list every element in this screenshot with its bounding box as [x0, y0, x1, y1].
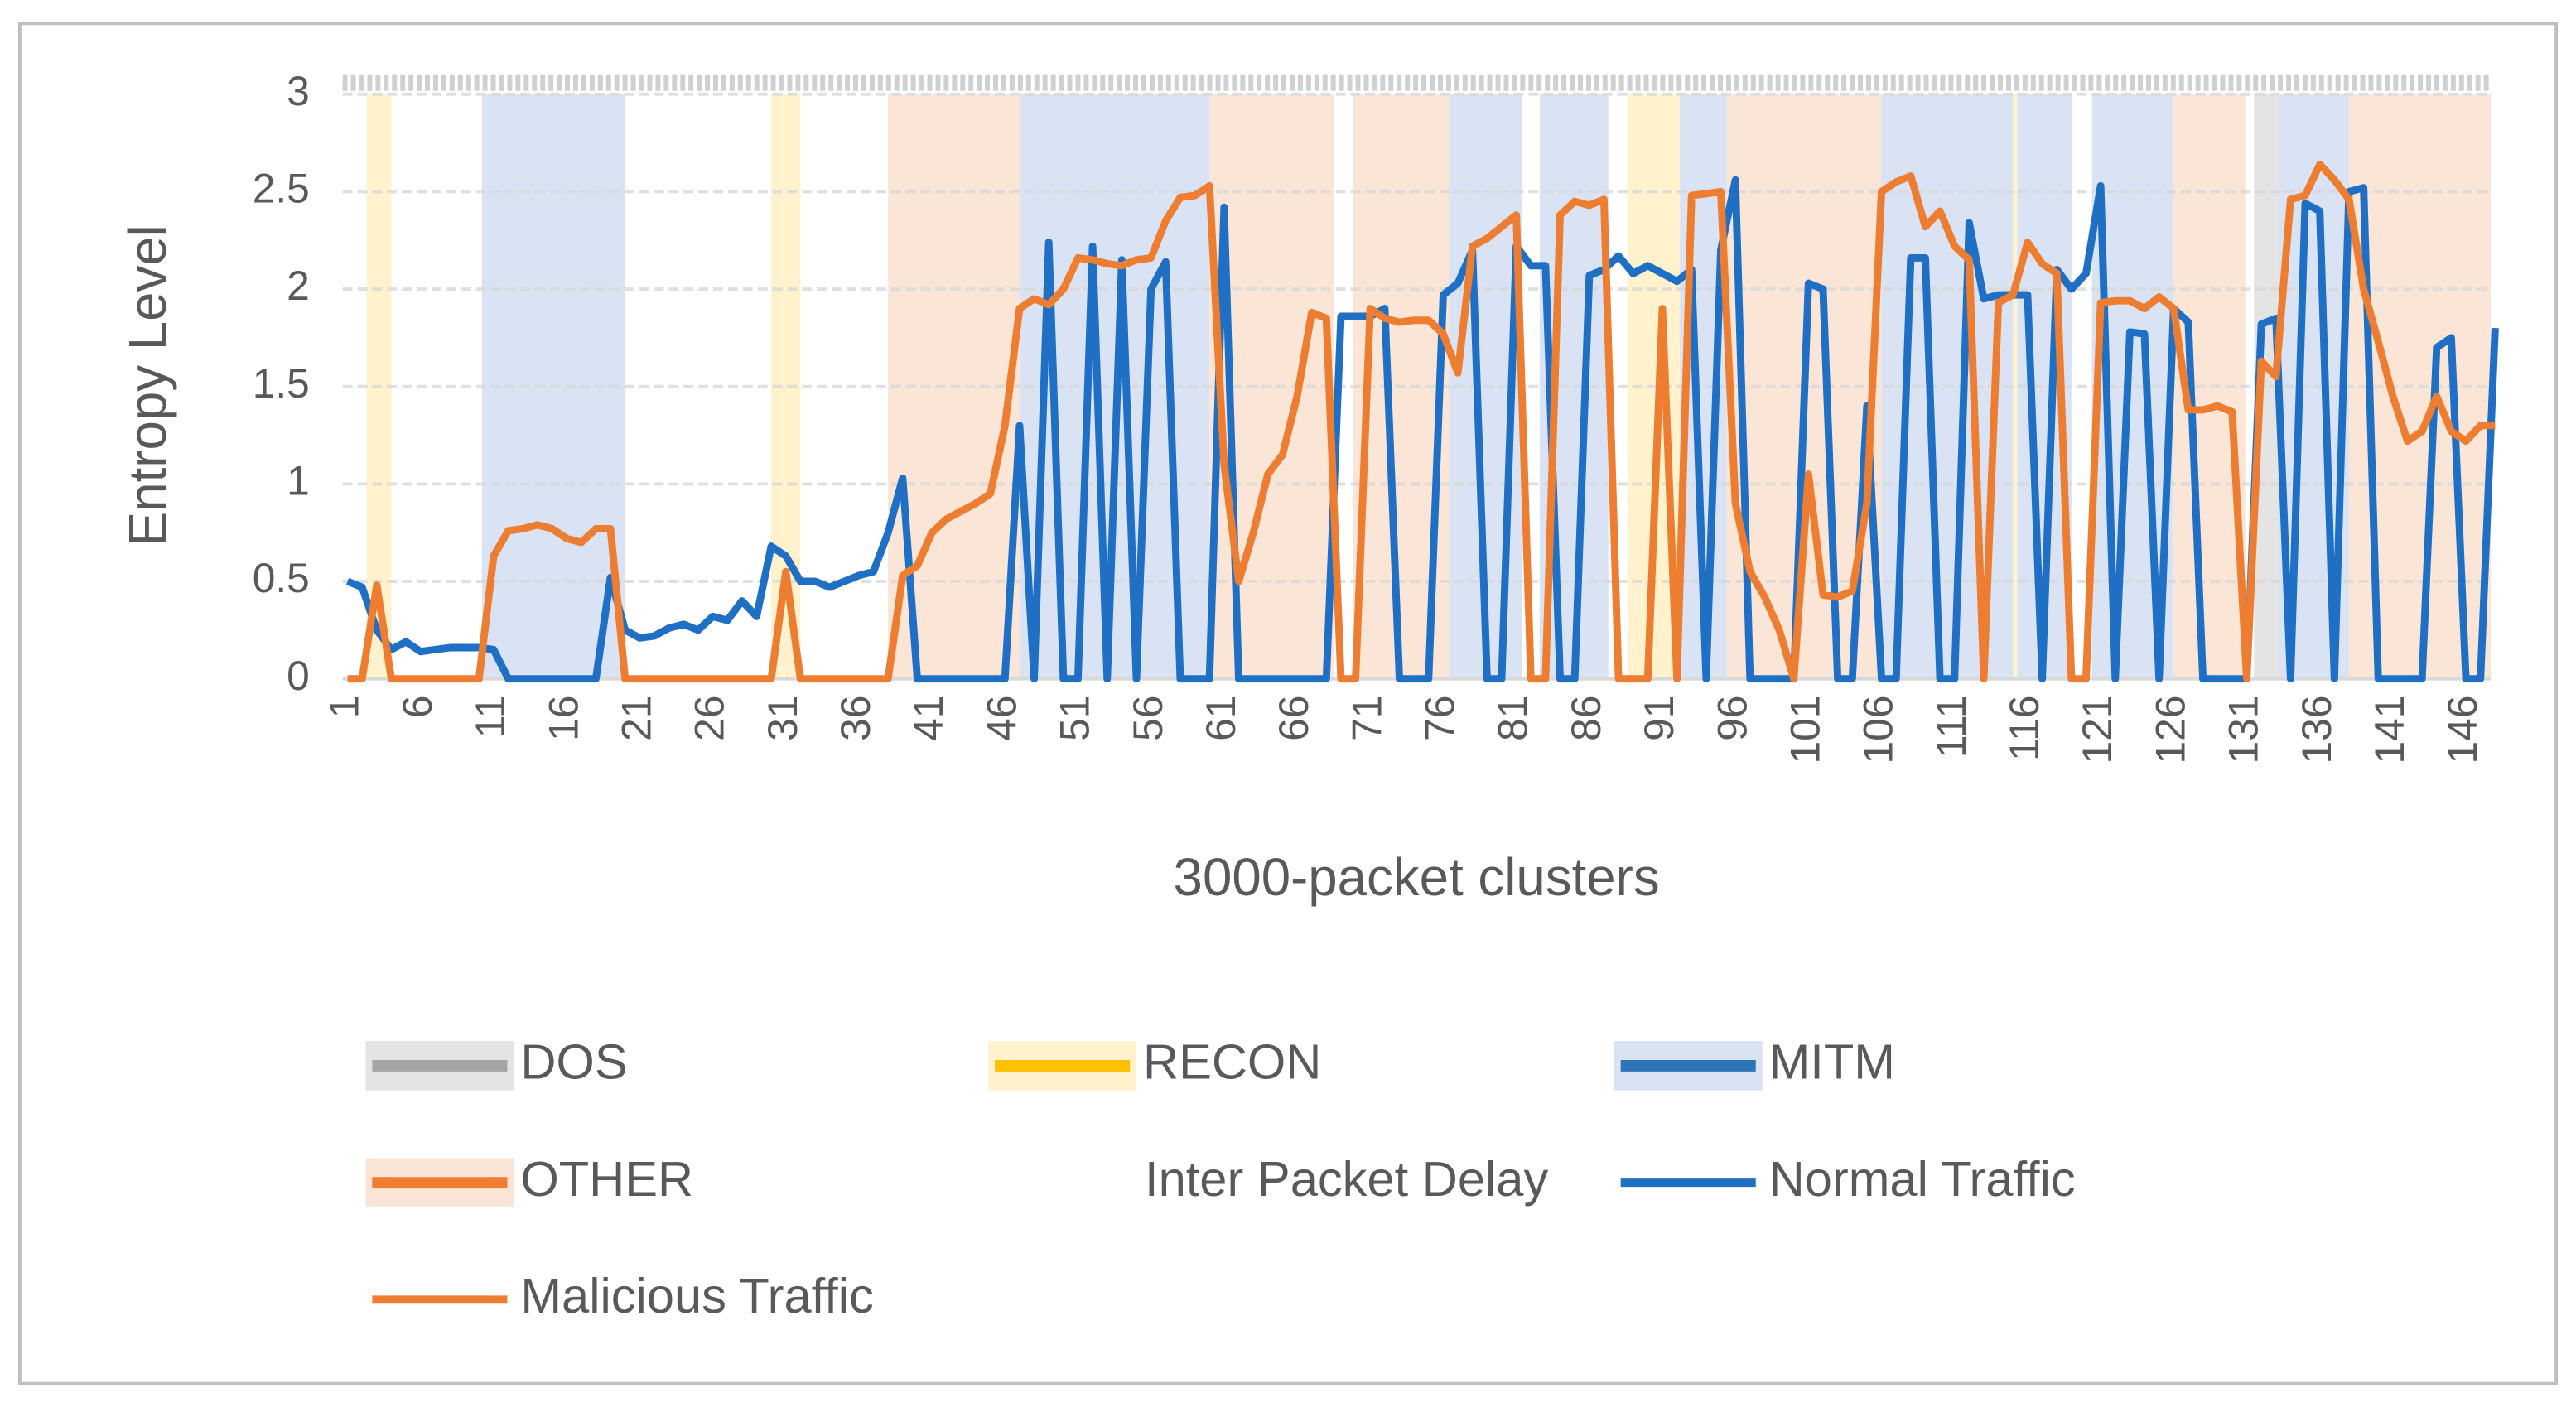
x-tick-label: 101	[1782, 696, 1828, 764]
x-tick-label: 136	[2294, 696, 2340, 764]
x-axis-title: 3000-packet clusters	[1174, 848, 1660, 907]
x-tick-label: 146	[2439, 696, 2486, 764]
x-tick-label: 61	[1198, 696, 1244, 741]
x-tick-label: 86	[1563, 696, 1609, 741]
series-line	[345, 176, 2499, 683]
legend-label: OTHER	[520, 1151, 693, 1207]
x-tick-label: 46	[978, 696, 1025, 741]
y-tick-label: 2.5	[253, 166, 310, 212]
series-line	[347, 160, 2496, 683]
x-tick-label: 26	[687, 696, 733, 741]
y-tick-label: 3	[287, 68, 310, 114]
x-tick-label: 66	[1271, 696, 1317, 741]
legend-label: Malicious Traffic	[520, 1268, 873, 1323]
x-tick-label: 116	[2001, 696, 2048, 761]
x-tick-label: 16	[540, 696, 586, 741]
y-tick-label: 0.5	[253, 555, 310, 601]
x-tick-label: 141	[2366, 696, 2413, 764]
x-tick-label: 126	[2147, 696, 2193, 764]
attack-band	[2013, 94, 2018, 679]
x-tick-label: 81	[1490, 696, 1536, 741]
x-tick-label: 36	[832, 696, 879, 741]
x-tick-label: 91	[1636, 696, 1682, 741]
y-tick-label: 1.5	[253, 360, 310, 407]
x-tick-label: 76	[1417, 696, 1464, 741]
x-tick-label: 31	[760, 696, 806, 741]
legend-note: Inter Packet Delay	[1145, 1151, 1548, 1207]
x-tick-label: 56	[1125, 696, 1171, 741]
legend-label: MITM	[1769, 1034, 1895, 1090]
x-tick-label: 96	[1709, 696, 1755, 741]
x-tick-label: 1	[321, 696, 368, 719]
legend-label: RECON	[1143, 1034, 1321, 1090]
x-tick-label: 41	[905, 696, 952, 741]
x-tick-label: 111	[1928, 696, 1975, 759]
y-axis-title: Entropy Level	[118, 224, 177, 547]
x-tick-label: 51	[1052, 696, 1098, 741]
x-tick-label: 21	[613, 696, 659, 741]
y-tick-label: 1	[287, 457, 310, 504]
legend-label: DOS	[520, 1034, 627, 1090]
x-tick-label: 11	[467, 696, 514, 739]
x-tick-label: 106	[1855, 696, 1902, 764]
x-tick-label: 121	[2074, 696, 2120, 764]
y-tick-label: 0	[287, 653, 310, 699]
y-tick-label: 2	[287, 263, 310, 309]
x-tick-label: 71	[1343, 696, 1390, 741]
x-tick-label: 6	[394, 696, 441, 719]
x-tick-label: 131	[2221, 696, 2267, 764]
legend-label: Normal Traffic	[1769, 1151, 2076, 1207]
